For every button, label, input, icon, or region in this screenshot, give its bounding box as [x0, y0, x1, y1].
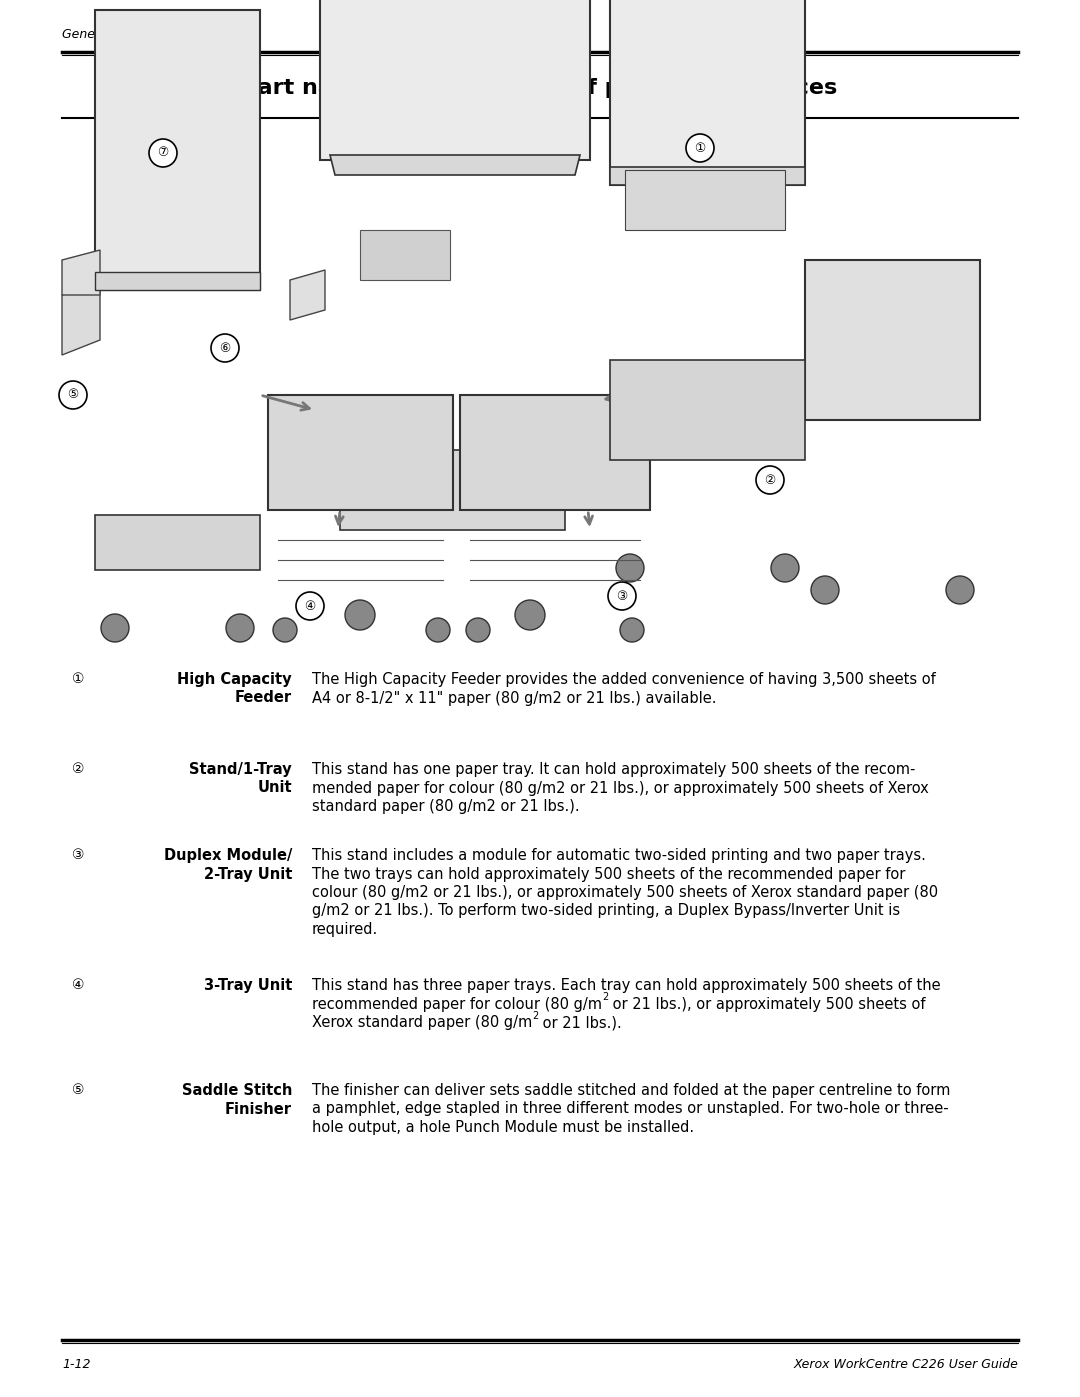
- Bar: [62, 120, 1018, 650]
- Polygon shape: [330, 155, 580, 175]
- Circle shape: [296, 592, 324, 620]
- Circle shape: [211, 334, 239, 362]
- Circle shape: [686, 134, 714, 162]
- Text: Feeder: Feeder: [234, 690, 292, 705]
- Text: This stand has one paper tray. It can hold approximately 500 sheets of the recom: This stand has one paper tray. It can ho…: [312, 761, 916, 777]
- Text: required.: required.: [312, 922, 378, 937]
- Bar: [360, 231, 450, 279]
- Text: ⑤: ⑤: [67, 388, 79, 401]
- Text: ③: ③: [617, 590, 627, 602]
- Circle shape: [149, 138, 177, 168]
- Bar: [95, 272, 260, 291]
- Circle shape: [620, 617, 644, 643]
- Bar: [610, 360, 805, 460]
- Circle shape: [59, 381, 87, 409]
- Text: g/m2 or 21 lbs.). To perform two-sided printing, a Duplex Bypass/Inverter Unit i: g/m2 or 21 lbs.). To perform two-sided p…: [312, 904, 900, 918]
- Text: Stand/1-Tray: Stand/1-Tray: [189, 761, 292, 777]
- Text: Unit: Unit: [257, 781, 292, 795]
- Text: The two trays can hold approximately 500 sheets of the recommended paper for: The two trays can hold approximately 500…: [312, 866, 905, 882]
- Text: Duplex Module/: Duplex Module/: [164, 848, 292, 863]
- Polygon shape: [291, 270, 325, 320]
- Text: Xerox WorkCentre C226 User Guide: Xerox WorkCentre C226 User Guide: [793, 1358, 1018, 1370]
- Text: ④: ④: [305, 599, 315, 612]
- Bar: [340, 450, 565, 529]
- Circle shape: [226, 615, 254, 643]
- Text: recommended paper for colour (80 g/m: recommended paper for colour (80 g/m: [312, 996, 602, 1011]
- Circle shape: [946, 576, 974, 604]
- Text: The finisher can deliver sets saddle stitched and folded at the paper centreline: The finisher can deliver sets saddle sti…: [312, 1083, 950, 1098]
- Text: ③: ③: [71, 848, 84, 862]
- Bar: [625, 170, 785, 231]
- Polygon shape: [62, 250, 100, 295]
- Circle shape: [426, 617, 450, 643]
- Circle shape: [273, 617, 297, 643]
- Text: or 21 lbs.).: or 21 lbs.).: [539, 1016, 622, 1030]
- Text: The High Capacity Feeder provides the added convenience of having 3,500 sheets o: The High Capacity Feeder provides the ad…: [312, 672, 935, 687]
- Bar: [320, 0, 590, 161]
- Circle shape: [811, 576, 839, 604]
- Circle shape: [465, 617, 490, 643]
- Text: 2: 2: [532, 1011, 539, 1021]
- Text: Xerox standard paper (80 g/m: Xerox standard paper (80 g/m: [312, 1016, 532, 1030]
- Text: ②: ②: [71, 761, 84, 775]
- Text: ①: ①: [71, 672, 84, 686]
- Bar: [268, 395, 453, 510]
- Text: This stand includes a module for automatic two-sided printing and two paper tray: This stand includes a module for automat…: [312, 848, 926, 863]
- Text: ④: ④: [71, 978, 84, 992]
- Circle shape: [102, 615, 129, 643]
- Text: standard paper (80 g/m2 or 21 lbs.).: standard paper (80 g/m2 or 21 lbs.).: [312, 799, 580, 814]
- Polygon shape: [62, 285, 100, 355]
- Text: High Capacity: High Capacity: [177, 672, 292, 687]
- Text: 2: 2: [602, 992, 608, 1003]
- Text: 2-Tray Unit: 2-Tray Unit: [204, 866, 292, 882]
- Text: mended paper for colour (80 g/m2 or 21 lbs.), or approximately 500 sheets of Xer: mended paper for colour (80 g/m2 or 21 l…: [312, 781, 929, 795]
- Bar: [460, 395, 650, 510]
- Text: ②: ②: [765, 474, 775, 486]
- Circle shape: [756, 467, 784, 495]
- Bar: [610, 0, 805, 184]
- Text: 3-Tray Unit: 3-Tray Unit: [204, 978, 292, 993]
- Text: Part names and functions of peripheral devices: Part names and functions of peripheral d…: [242, 78, 838, 98]
- Text: or 21 lbs.), or approximately 500 sheets of: or 21 lbs.), or approximately 500 sheets…: [608, 996, 926, 1011]
- Text: a pamphlet, edge stapled in three different modes or unstapled. For two-hole or : a pamphlet, edge stapled in three differ…: [312, 1101, 948, 1116]
- Bar: [95, 10, 260, 291]
- Circle shape: [345, 599, 375, 630]
- Text: General Information: General Information: [62, 28, 188, 41]
- Text: 1-12: 1-12: [62, 1358, 91, 1370]
- Circle shape: [771, 555, 799, 583]
- Text: ⑦: ⑦: [158, 147, 168, 159]
- Text: Saddle Stitch: Saddle Stitch: [181, 1083, 292, 1098]
- Bar: [95, 515, 260, 570]
- Text: ①: ①: [694, 141, 705, 155]
- Text: colour (80 g/m2 or 21 lbs.), or approximately 500 sheets of Xerox standard paper: colour (80 g/m2 or 21 lbs.), or approxim…: [312, 886, 939, 900]
- Circle shape: [608, 583, 636, 610]
- Text: A4 or 8-1/2" x 11" paper (80 g/m2 or 21 lbs.) available.: A4 or 8-1/2" x 11" paper (80 g/m2 or 21 …: [312, 690, 716, 705]
- Bar: [805, 260, 980, 420]
- Text: ⑥: ⑥: [219, 341, 231, 355]
- Text: This stand has three paper trays. Each tray can hold approximately 500 sheets of: This stand has three paper trays. Each t…: [312, 978, 941, 993]
- Text: ⑤: ⑤: [71, 1083, 84, 1097]
- Circle shape: [515, 599, 545, 630]
- Text: Finisher: Finisher: [225, 1101, 292, 1116]
- Bar: [610, 168, 805, 184]
- Text: hole output, a hole Punch Module must be installed.: hole output, a hole Punch Module must be…: [312, 1120, 694, 1134]
- Circle shape: [616, 555, 644, 583]
